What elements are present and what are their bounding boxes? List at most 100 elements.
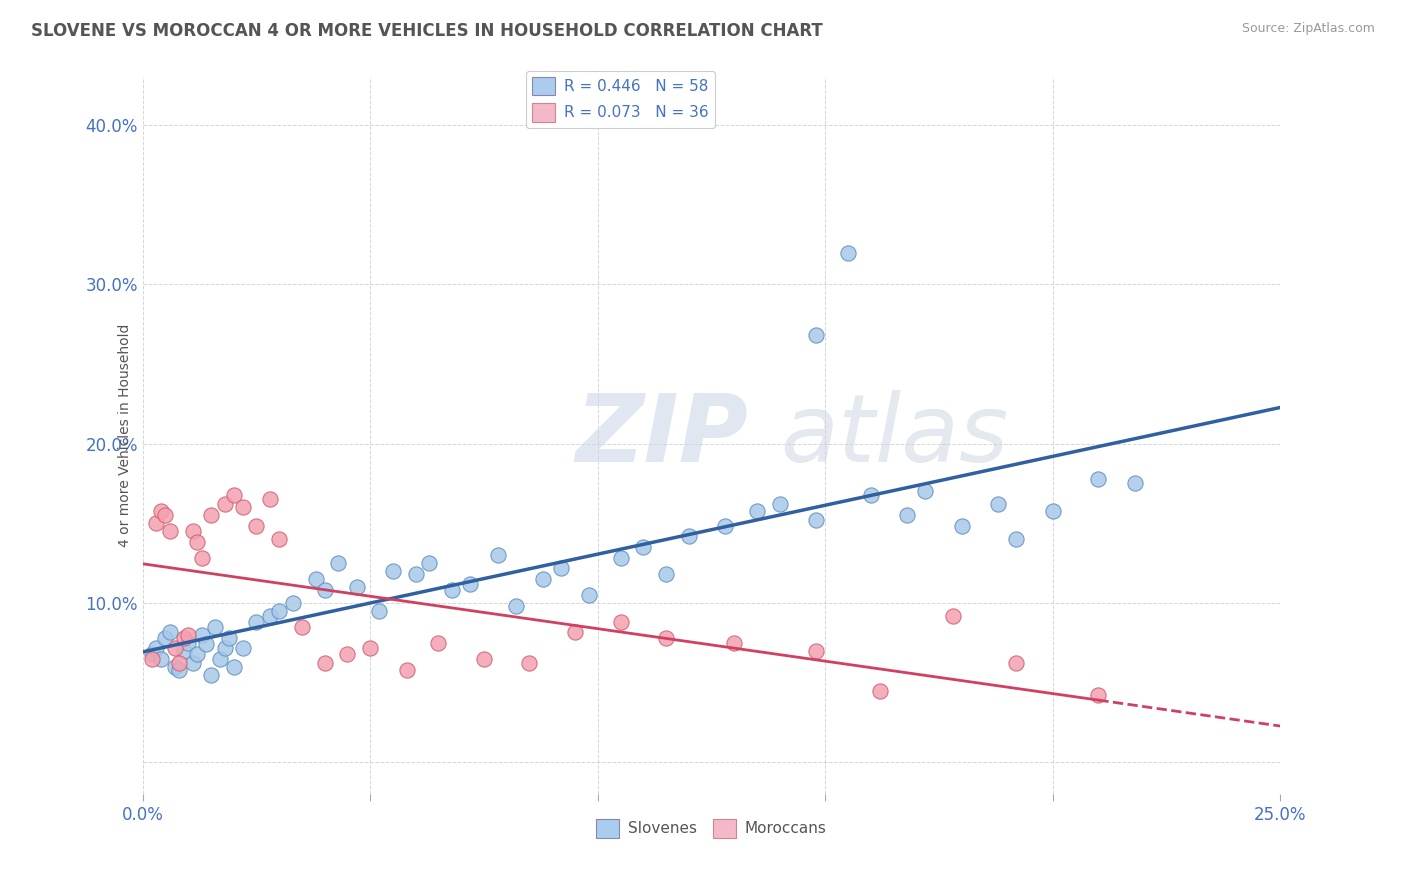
- Text: ZIP: ZIP: [575, 390, 748, 482]
- Point: [723, 636, 745, 650]
- Point: [987, 497, 1010, 511]
- Point: [346, 580, 368, 594]
- Point: [1087, 472, 1109, 486]
- Point: [314, 657, 336, 671]
- Text: atlas: atlas: [780, 390, 1008, 481]
- Point: [304, 572, 326, 586]
- Point: [395, 663, 418, 677]
- Point: [177, 628, 200, 642]
- Point: [460, 577, 482, 591]
- Point: [191, 628, 214, 642]
- Point: [859, 488, 882, 502]
- Point: [896, 508, 918, 523]
- Point: [155, 631, 177, 645]
- Point: [405, 567, 427, 582]
- Point: [204, 620, 226, 634]
- Point: [191, 551, 214, 566]
- Point: [222, 488, 245, 502]
- Point: [564, 624, 586, 639]
- Point: [678, 529, 700, 543]
- Point: [141, 647, 163, 661]
- Point: [167, 663, 190, 677]
- Point: [200, 508, 222, 523]
- Point: [214, 497, 236, 511]
- Point: [942, 608, 965, 623]
- Point: [145, 640, 167, 655]
- Point: [472, 651, 495, 665]
- Point: [163, 640, 186, 655]
- Point: [441, 583, 464, 598]
- Point: [1005, 533, 1028, 547]
- Y-axis label: 4 or more Vehicles in Household: 4 or more Vehicles in Household: [118, 324, 132, 548]
- Point: [1123, 476, 1146, 491]
- Point: [806, 513, 828, 527]
- Point: [141, 651, 163, 665]
- Point: [328, 556, 350, 570]
- Point: [359, 640, 381, 655]
- Point: [186, 647, 208, 661]
- Point: [159, 624, 181, 639]
- Point: [159, 524, 181, 539]
- Point: [950, 519, 973, 533]
- Point: [505, 599, 527, 613]
- Point: [609, 615, 631, 629]
- Point: [655, 631, 678, 645]
- Point: [531, 572, 554, 586]
- Point: [269, 604, 291, 618]
- Point: [609, 551, 631, 566]
- Point: [232, 500, 254, 515]
- Point: [914, 484, 936, 499]
- Point: [186, 535, 208, 549]
- Point: [214, 640, 236, 655]
- Point: [245, 519, 267, 533]
- Point: [149, 651, 172, 665]
- Point: [578, 588, 600, 602]
- Point: [149, 503, 172, 517]
- Point: [269, 533, 291, 547]
- Point: [769, 497, 792, 511]
- Text: SLOVENE VS MOROCCAN 4 OR MORE VEHICLES IN HOUSEHOLD CORRELATION CHART: SLOVENE VS MOROCCAN 4 OR MORE VEHICLES I…: [31, 22, 823, 40]
- Point: [245, 615, 267, 629]
- Legend: Slovenes, Moroccans: Slovenes, Moroccans: [591, 813, 832, 844]
- Text: Source: ZipAtlas.com: Source: ZipAtlas.com: [1241, 22, 1375, 36]
- Point: [259, 608, 281, 623]
- Point: [167, 657, 190, 671]
- Point: [173, 643, 195, 657]
- Point: [155, 508, 177, 523]
- Point: [1087, 688, 1109, 702]
- Point: [177, 636, 200, 650]
- Point: [427, 636, 450, 650]
- Point: [519, 657, 541, 671]
- Point: [368, 604, 391, 618]
- Point: [806, 328, 828, 343]
- Point: [381, 564, 404, 578]
- Point: [173, 631, 195, 645]
- Point: [550, 561, 572, 575]
- Point: [869, 683, 891, 698]
- Point: [655, 567, 678, 582]
- Point: [195, 637, 218, 651]
- Point: [806, 643, 828, 657]
- Point: [291, 620, 314, 634]
- Point: [633, 540, 655, 554]
- Point: [1005, 657, 1028, 671]
- Point: [745, 503, 768, 517]
- Point: [314, 583, 336, 598]
- Point: [208, 651, 231, 665]
- Point: [837, 245, 859, 260]
- Point: [281, 596, 304, 610]
- Point: [181, 657, 204, 671]
- Point: [714, 519, 737, 533]
- Point: [486, 548, 509, 562]
- Point: [418, 556, 440, 570]
- Point: [218, 631, 240, 645]
- Point: [200, 667, 222, 681]
- Point: [181, 524, 204, 539]
- Point: [145, 516, 167, 531]
- Point: [222, 659, 245, 673]
- Point: [163, 659, 186, 673]
- Point: [259, 492, 281, 507]
- Point: [336, 647, 359, 661]
- Point: [1042, 503, 1064, 517]
- Point: [232, 640, 254, 655]
